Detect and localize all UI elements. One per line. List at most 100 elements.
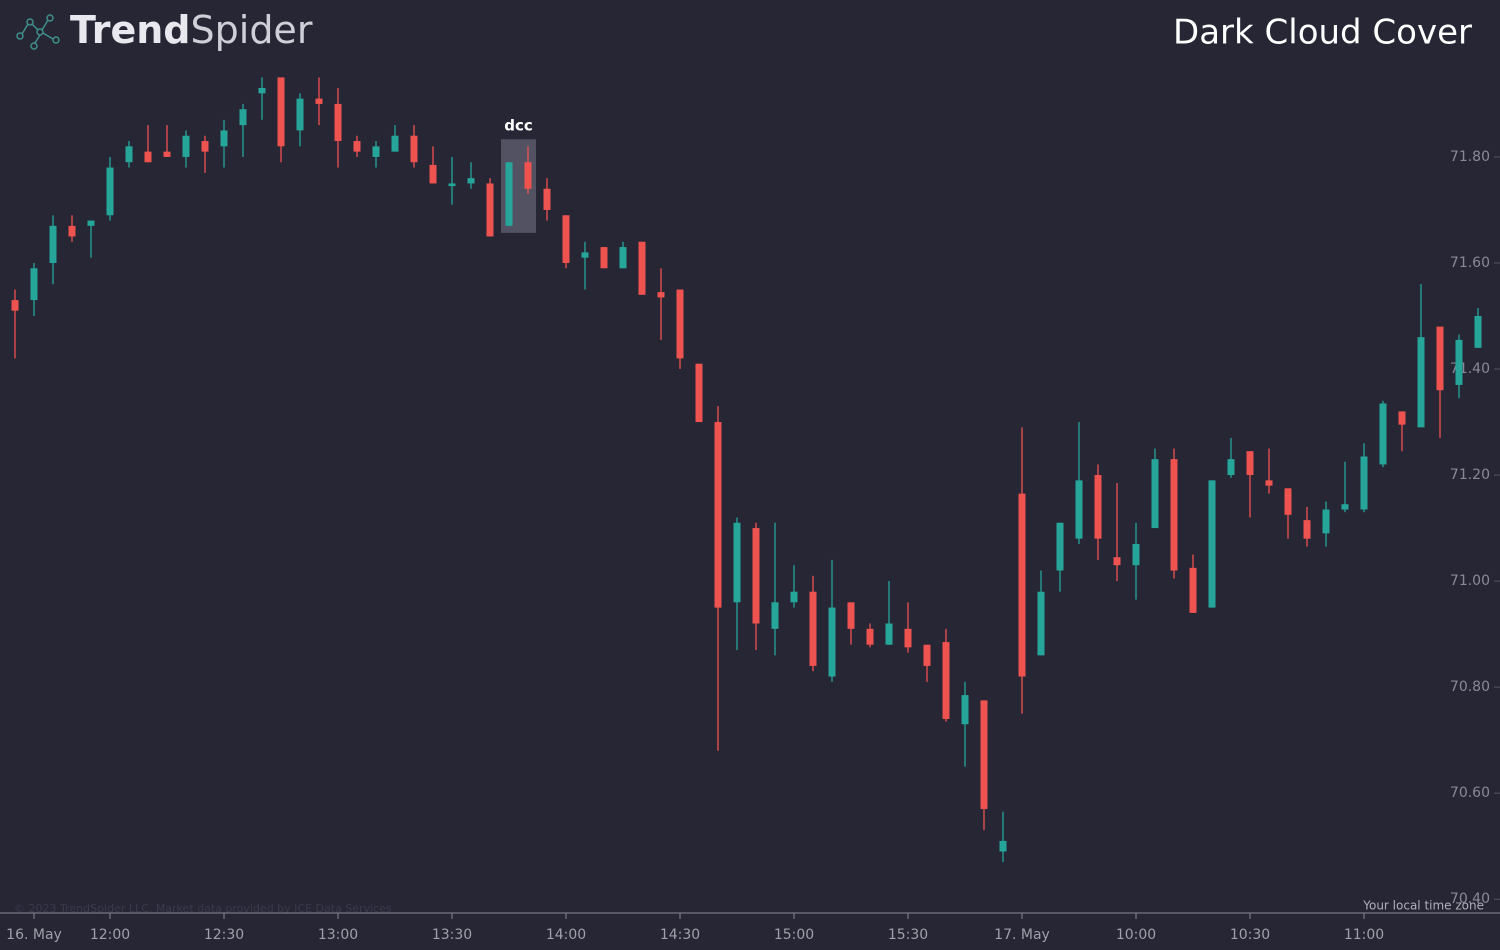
candle-body <box>1303 520 1311 539</box>
candle-body <box>144 151 152 163</box>
x-tick-label: 13:00 <box>318 927 358 943</box>
candle-body <box>1379 403 1387 465</box>
candle-body <box>1227 459 1235 476</box>
x-tick-label: 15:30 <box>888 927 928 943</box>
candle-body <box>315 98 323 104</box>
candle-body <box>885 623 893 645</box>
candle-body <box>87 220 95 226</box>
x-tick-label: 17. May <box>994 927 1050 943</box>
brand-light: Spider <box>191 8 313 52</box>
candle-body <box>543 188 551 210</box>
candle-body <box>828 607 836 677</box>
candle-body <box>353 141 361 152</box>
candle-body <box>505 162 513 226</box>
candle-body <box>1113 557 1121 566</box>
candle-body <box>1265 480 1273 486</box>
x-tick-label: 12:00 <box>90 927 130 943</box>
candle-body <box>372 146 380 157</box>
candle-body <box>334 103 342 142</box>
candle-body <box>1455 339 1463 385</box>
candle-body <box>49 225 57 263</box>
candle-body <box>866 628 874 645</box>
candle-body <box>448 183 456 187</box>
candle-body <box>524 162 532 189</box>
candle-body <box>1037 591 1045 656</box>
candle-body <box>125 146 133 163</box>
candle-body <box>999 840 1007 852</box>
candle-body <box>1018 493 1026 677</box>
x-tick-label: 15:00 <box>774 927 814 943</box>
x-tick-label: 14:00 <box>546 927 586 943</box>
candle-body <box>239 109 247 126</box>
candle-body <box>467 178 475 184</box>
candle-body <box>942 642 950 719</box>
candle-body <box>486 183 494 237</box>
candle-body <box>790 591 798 603</box>
candle-body <box>752 528 760 624</box>
candle-body <box>847 602 855 629</box>
candle-body <box>733 522 741 603</box>
timezone-note: Your local time zone <box>1362 899 1484 913</box>
candle-body <box>980 700 988 810</box>
candle-body <box>296 98 304 131</box>
brand: TrendSpider <box>70 8 313 52</box>
candle-body <box>410 135 418 163</box>
candle-body <box>657 292 665 298</box>
candle-body <box>220 130 228 147</box>
y-tick-label: 70.80 <box>1450 679 1490 695</box>
candle-body <box>1056 522 1064 571</box>
candle-body <box>809 591 817 666</box>
candle-body <box>1132 543 1140 566</box>
x-tick-label: 14:30 <box>660 927 700 943</box>
y-tick-label: 71.80 <box>1450 149 1490 165</box>
candle-body <box>695 363 703 423</box>
y-tick-label: 71.20 <box>1450 467 1490 483</box>
x-tick-label: 10:30 <box>1230 927 1270 943</box>
pattern-label: dcc <box>504 117 533 135</box>
chart-title: Dark Cloud Cover <box>1173 13 1472 53</box>
candle-body <box>771 602 779 629</box>
candle-body <box>676 289 684 359</box>
candle-body <box>201 141 209 152</box>
candle-body <box>1246 451 1254 476</box>
candle-body <box>163 151 171 157</box>
candle-body <box>562 215 570 263</box>
y-tick-label: 70.60 <box>1450 785 1490 801</box>
candle-body <box>258 88 266 94</box>
x-tick-label: 11:00 <box>1344 927 1384 943</box>
candle-body <box>1284 488 1292 515</box>
copyright: © 2023 TrendSpider LLC. Market data prov… <box>14 902 392 915</box>
candle-body <box>961 695 969 725</box>
candle-body <box>1322 509 1330 534</box>
y-tick-label: 71.00 <box>1450 573 1490 589</box>
candle-body <box>1436 326 1444 391</box>
candle-body <box>11 300 19 311</box>
candle-body <box>1189 567 1197 613</box>
candle-body <box>68 225 76 237</box>
candle-body <box>923 644 931 666</box>
candle-body <box>714 422 722 608</box>
candle-body <box>1151 459 1159 529</box>
candle-body <box>904 628 912 648</box>
candle-body <box>1474 315 1482 348</box>
candle-body <box>619 247 627 269</box>
candle-body <box>581 252 589 258</box>
candle-body <box>30 268 38 301</box>
candle-body <box>1170 459 1178 571</box>
candle-body <box>1398 411 1406 425</box>
candle-body <box>277 77 285 147</box>
x-tick-label: 10:00 <box>1116 927 1156 943</box>
candle-body <box>1075 480 1083 539</box>
brand-bold: Trend <box>70 8 191 52</box>
candle-body <box>182 135 190 157</box>
candle-body <box>391 135 399 152</box>
candle-body <box>638 241 646 295</box>
logo-icon <box>16 14 60 50</box>
x-tick-label: 12:30 <box>204 927 244 943</box>
candle-body <box>600 247 608 269</box>
x-tick-label: 16. May <box>6 927 62 943</box>
candle-body <box>1417 337 1425 428</box>
y-tick-label: 71.60 <box>1450 255 1490 271</box>
